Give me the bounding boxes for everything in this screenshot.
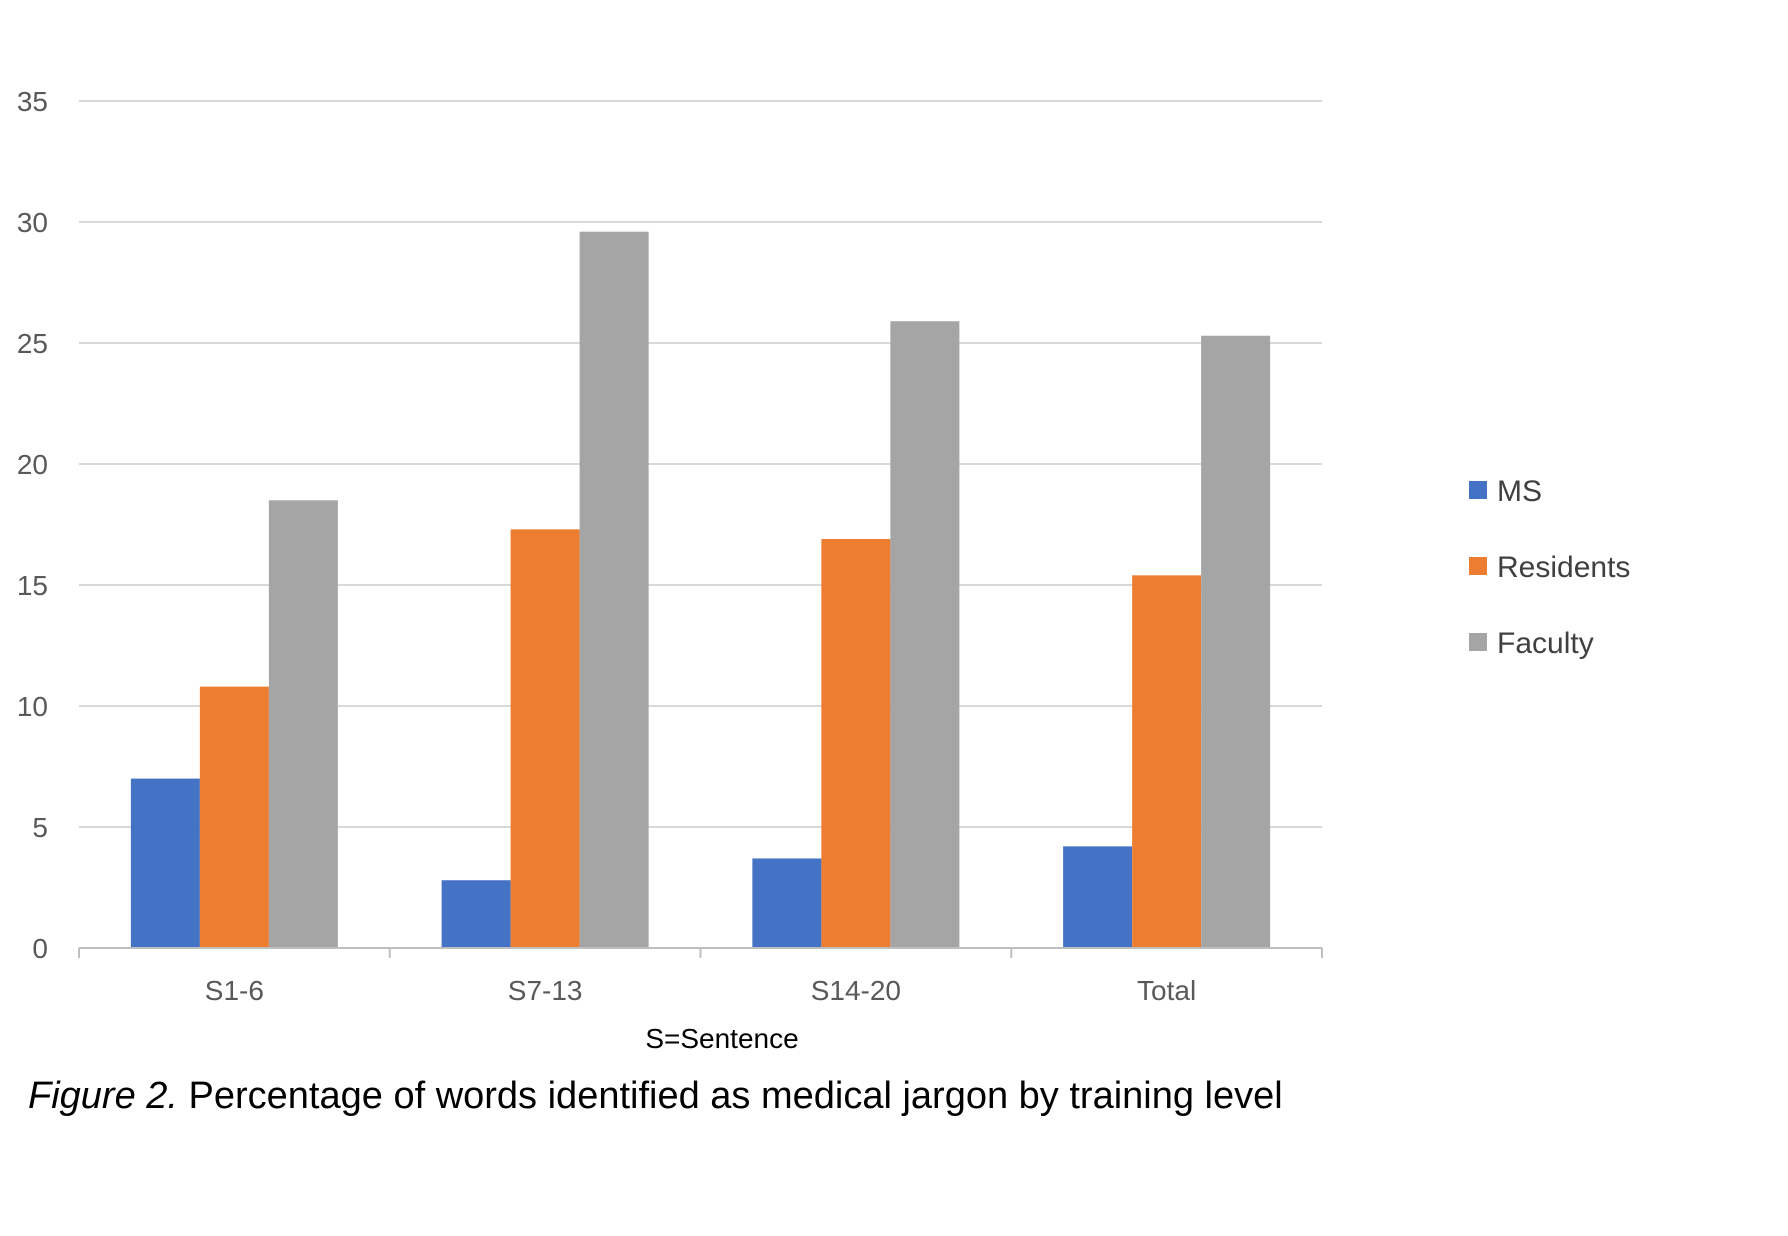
legend-swatch-residents — [1469, 557, 1487, 575]
legend-swatch-faculty — [1469, 633, 1487, 651]
y-tick-label: 25 — [17, 328, 48, 359]
caption-label: Figure 2. — [28, 1075, 178, 1117]
bar-faculty-3 — [890, 321, 960, 949]
bar-ms-2 — [441, 880, 511, 948]
x-axis-ticks: S1-6 S7-13 S14-20 Total — [205, 975, 1196, 1006]
bar-faculty-2 — [579, 231, 649, 948]
legend: MS Residents Faculty — [1469, 475, 1630, 660]
x-tick-label: S14-20 — [811, 975, 901, 1006]
legend-label-ms: MS — [1497, 475, 1542, 508]
caption-text: Percentage of words identified as medica… — [177, 1075, 1283, 1117]
x-axis — [78, 947, 1323, 958]
legend-label-residents: Residents — [1497, 551, 1630, 584]
y-tick-label: 10 — [17, 691, 48, 722]
bar-residents-3 — [821, 539, 891, 948]
bar-ms-3 — [752, 858, 822, 948]
bar-ms-1 — [130, 778, 200, 948]
legend-swatch-ms — [1469, 481, 1487, 499]
y-tick-label: 20 — [17, 449, 48, 480]
y-tick-label: 30 — [17, 207, 48, 238]
bar-faculty-1 — [268, 500, 338, 948]
x-tick-label: S7-13 — [508, 975, 583, 1006]
bar-residents-4 — [1132, 575, 1202, 948]
legend-label-faculty: Faculty — [1497, 627, 1594, 660]
x-tick-label: S1-6 — [205, 975, 264, 1006]
bar-residents-1 — [199, 686, 269, 948]
bar-residents-2 — [510, 529, 580, 948]
y-tick-label: 35 — [17, 86, 48, 117]
x-axis-title: S=Sentence — [645, 1023, 798, 1054]
y-tick-label: 15 — [17, 570, 48, 601]
bar-faculty-4 — [1201, 335, 1271, 948]
x-tick-label: Total — [1137, 975, 1196, 1006]
y-axis-ticks: 0 5 10 15 20 25 30 35 — [17, 86, 48, 964]
y-tick-label: 0 — [32, 933, 48, 964]
figure-caption: Figure 2. Percentage of words identified… — [28, 1075, 1283, 1118]
bars — [130, 231, 1271, 949]
bar-ms-4 — [1063, 846, 1133, 948]
y-tick-label: 5 — [32, 812, 48, 843]
